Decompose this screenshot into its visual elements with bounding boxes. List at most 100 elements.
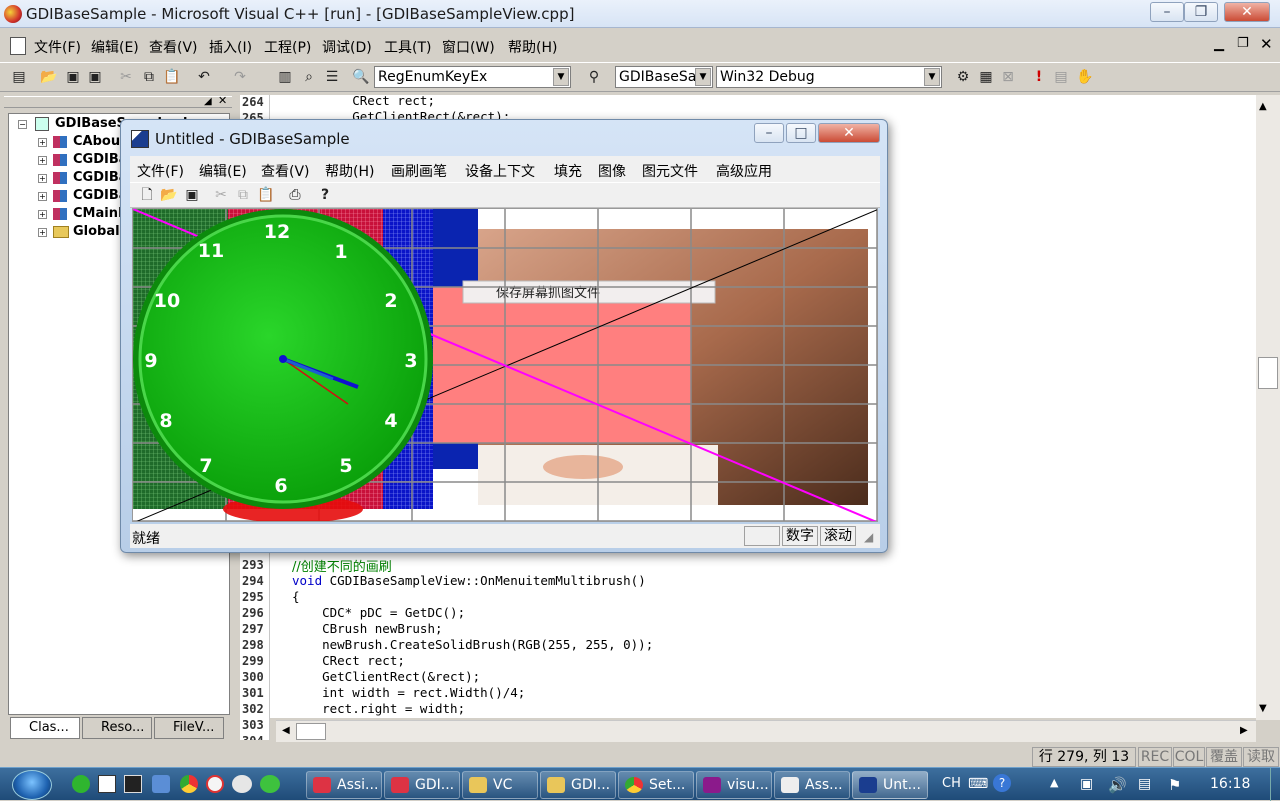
save-all-icon[interactable]: ▣ bbox=[88, 69, 102, 85]
tab-fileview[interactable]: FileV... bbox=[154, 717, 224, 739]
scroll-up-icon[interactable]: ▲ bbox=[1259, 101, 1267, 112]
new-icon[interactable]: 🗋 bbox=[141, 187, 153, 203]
menu-window[interactable]: 窗口(W) bbox=[442, 40, 495, 56]
app2-icon[interactable] bbox=[206, 775, 224, 793]
menu-insert[interactable]: 插入(I) bbox=[209, 40, 253, 56]
go-icon[interactable]: ▤ bbox=[1054, 69, 1068, 85]
minimize-button[interactable]: – bbox=[1150, 2, 1184, 22]
app-icon[interactable] bbox=[98, 775, 116, 793]
undo-icon[interactable]: ↶ bbox=[198, 69, 210, 85]
drawing-canvas[interactable]: 保存屏幕抓图文件 12 1 2 3 4 5 6 7 8 9 10 bbox=[132, 208, 878, 522]
tray-expand-icon[interactable]: ▲ bbox=[1050, 776, 1059, 789]
open-icon[interactable]: 📂 bbox=[160, 187, 178, 203]
scroll-thumb[interactable] bbox=[1258, 357, 1278, 389]
expand-icon[interactable]: + bbox=[38, 228, 47, 237]
pane-close-icon[interactable]: ✕ bbox=[218, 94, 228, 107]
child-menu-brush-pen[interactable]: 画刷画笔 bbox=[391, 164, 447, 180]
child-minimize-button[interactable]: – bbox=[754, 123, 784, 143]
keyboard-icon[interactable]: ⌨ bbox=[968, 776, 989, 792]
terminal-icon[interactable] bbox=[124, 775, 142, 793]
resize-grip-icon[interactable]: ◢ bbox=[864, 530, 874, 544]
find-in-files-icon[interactable]: ⌕ bbox=[305, 69, 313, 85]
chrome-icon[interactable] bbox=[180, 775, 198, 793]
mdi-restore-icon[interactable]: ❐ bbox=[1237, 36, 1249, 51]
document-icon[interactable] bbox=[10, 37, 26, 55]
menu-debug[interactable]: 调试(D) bbox=[322, 40, 372, 56]
pane-maximize-icon[interactable]: ◢ bbox=[204, 96, 212, 107]
print-icon[interactable]: ⎙ bbox=[289, 187, 301, 203]
chevron-down-icon[interactable]: ▼ bbox=[553, 68, 569, 86]
menu-edit[interactable]: 编辑(E) bbox=[91, 40, 139, 56]
child-maximize-button[interactable]: □ bbox=[786, 123, 816, 143]
cut-icon[interactable]: ✂ bbox=[120, 69, 132, 85]
menu-tools[interactable]: 工具(T) bbox=[384, 40, 432, 56]
stop-build-icon[interactable]: ⊠ bbox=[1002, 69, 1014, 85]
output-icon[interactable]: ☰ bbox=[325, 69, 339, 85]
project-combo[interactable]: GDIBaseSa ▼ bbox=[615, 66, 713, 88]
expand-icon[interactable]: + bbox=[38, 156, 47, 165]
expand-icon[interactable]: + bbox=[38, 192, 47, 201]
action-center-icon[interactable]: ⚑ bbox=[1168, 776, 1182, 794]
save-screenshot-menu-item[interactable]: 保存屏幕抓图文件 bbox=[496, 285, 600, 300]
build-icon[interactable]: ▦ bbox=[979, 69, 993, 85]
config-combo[interactable]: Win32 Debug ▼ bbox=[716, 66, 942, 88]
restore-button[interactable]: ❐ bbox=[1184, 2, 1218, 22]
save-icon[interactable]: ▣ bbox=[185, 187, 199, 203]
child-menu-file[interactable]: 文件(F) bbox=[137, 164, 184, 180]
volume-icon[interactable]: 🔊 bbox=[1108, 776, 1127, 794]
child-window[interactable]: Untitled - GDIBaseSample – □ ✕ 文件(F) 编辑(… bbox=[120, 119, 888, 553]
network-icon[interactable]: ▤ bbox=[1138, 776, 1152, 792]
chevron-down-icon[interactable]: ▼ bbox=[924, 68, 940, 86]
pane-grip[interactable] bbox=[4, 96, 232, 108]
tab-resourceview[interactable]: Reso... bbox=[82, 717, 152, 739]
task-settings[interactable]: Set... bbox=[618, 771, 694, 799]
child-close-button[interactable]: ✕ bbox=[818, 123, 880, 143]
cut-icon[interactable]: ✂ bbox=[215, 187, 227, 203]
child-menu-fill[interactable]: 填充 bbox=[554, 164, 582, 180]
task-visual[interactable]: visu... bbox=[696, 771, 772, 799]
paste-icon[interactable]: 📋 bbox=[163, 69, 181, 85]
expand-icon[interactable]: + bbox=[38, 210, 47, 219]
scroll-thumb[interactable] bbox=[296, 723, 326, 740]
redo-icon[interactable]: ↷ bbox=[234, 69, 246, 85]
workspace-icon[interactable]: ▤ bbox=[12, 69, 26, 85]
show-desktop-button[interactable] bbox=[1270, 768, 1280, 801]
network-device-icon[interactable]: ▣ bbox=[1080, 776, 1094, 792]
copy-icon[interactable]: ⧉ bbox=[238, 187, 248, 203]
ime-indicator[interactable]: CH bbox=[942, 776, 961, 791]
menu-project[interactable]: 工程(P) bbox=[264, 40, 312, 56]
app3-icon[interactable] bbox=[232, 775, 252, 793]
tab-classview[interactable]: Clas... bbox=[10, 717, 80, 739]
child-menu-help[interactable]: 帮助(H) bbox=[325, 164, 375, 180]
save-icon[interactable]: ▣ bbox=[66, 69, 80, 85]
mdi-minimize-icon[interactable]: ▁ bbox=[1214, 37, 1224, 52]
open-icon[interactable]: 📂 bbox=[40, 69, 58, 85]
chevron-down-icon[interactable]: ▼ bbox=[695, 68, 711, 86]
child-menu-metafile[interactable]: 图元文件 bbox=[642, 164, 698, 180]
collapse-icon[interactable]: − bbox=[18, 120, 27, 129]
clock-time[interactable]: 16:18 bbox=[1210, 776, 1251, 792]
breakpoint-hand-icon[interactable]: ✋ bbox=[1076, 69, 1094, 85]
task-vc-folder[interactable]: VC bbox=[462, 771, 538, 799]
window-list-icon[interactable]: ▥ bbox=[278, 69, 292, 85]
child-menu-view[interactable]: 查看(V) bbox=[261, 164, 310, 180]
child-menu-advanced[interactable]: 高级应用 bbox=[716, 164, 772, 180]
expand-icon[interactable]: + bbox=[38, 174, 47, 183]
menu-view[interactable]: 查看(V) bbox=[149, 40, 198, 56]
menu-help[interactable]: 帮助(H) bbox=[508, 40, 558, 56]
copy-icon[interactable]: ⧉ bbox=[144, 69, 154, 85]
help-icon[interactable]: ? bbox=[993, 774, 1011, 792]
task-assist-2[interactable]: Ass... bbox=[774, 771, 850, 799]
child-menu-edit[interactable]: 编辑(E) bbox=[199, 164, 247, 180]
menu-file[interactable]: 文件(F) bbox=[34, 40, 81, 56]
child-menu-device-context[interactable]: 设备上下文 bbox=[465, 164, 535, 180]
function-combo[interactable]: RegEnumKeyEx ▼ bbox=[374, 66, 571, 88]
360-icon[interactable] bbox=[72, 775, 90, 793]
horizontal-scrollbar[interactable]: ◀ ▶ bbox=[276, 720, 1256, 742]
find-binoculars-icon[interactable]: ⚲ bbox=[588, 69, 600, 85]
tree-item[interactable]: Globals bbox=[73, 224, 128, 239]
close-button[interactable]: ✕ bbox=[1224, 2, 1270, 22]
start-button[interactable] bbox=[12, 770, 52, 800]
task-gdi-1[interactable]: GDI... bbox=[384, 771, 460, 799]
child-menu-image[interactable]: 图像 bbox=[598, 164, 626, 180]
